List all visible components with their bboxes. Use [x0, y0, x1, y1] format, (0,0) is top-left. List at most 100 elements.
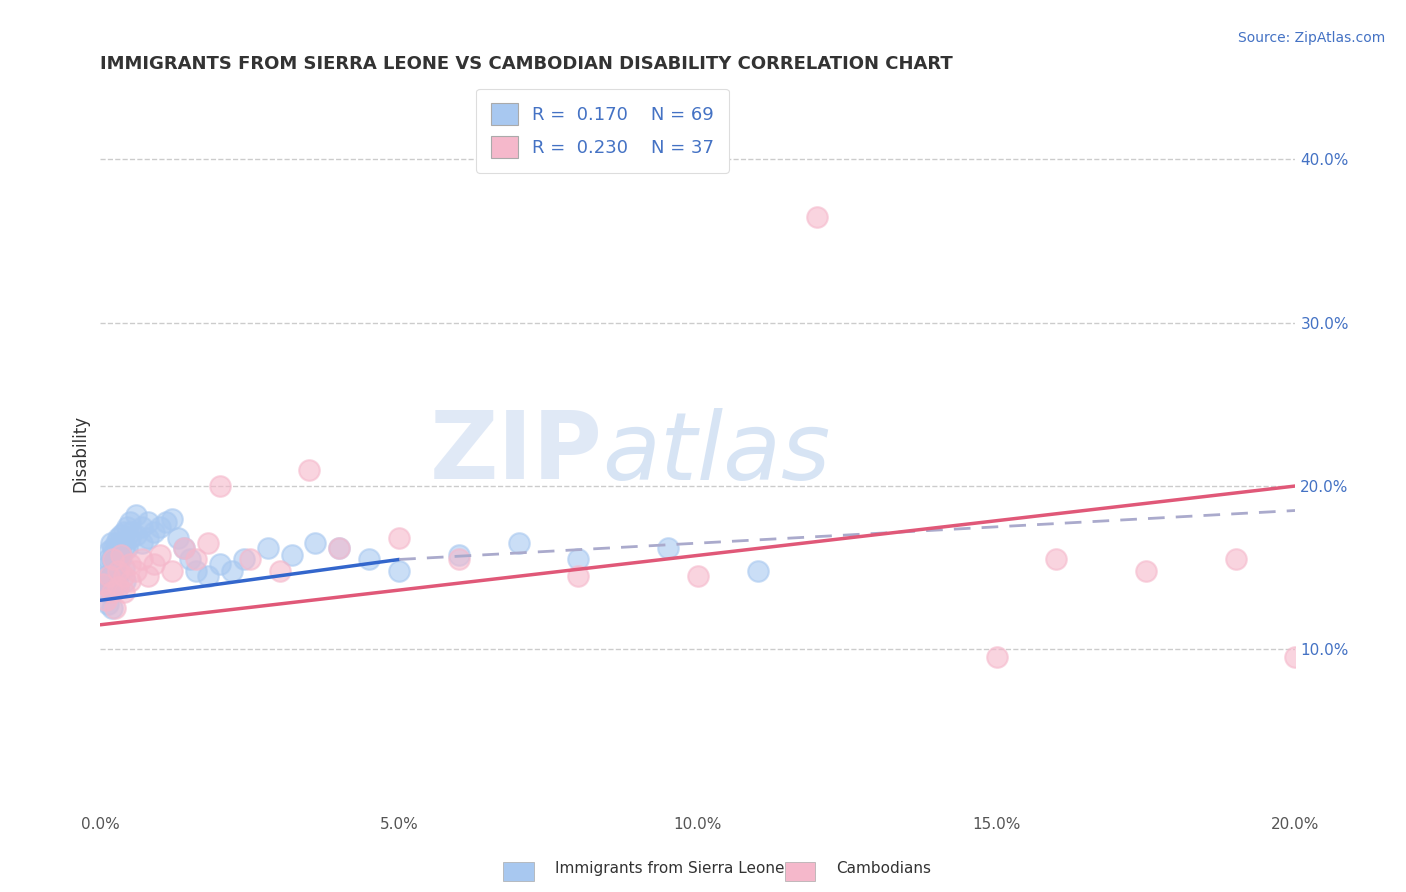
Point: [143, 524, 166, 539]
Point: [197, 569, 219, 583]
Point: [101, 601, 124, 615]
Text: Source: ZipAtlas.com: Source: ZipAtlas.com: [1237, 31, 1385, 45]
Point: [125, 564, 148, 578]
Point: [112, 524, 135, 539]
Point: [96, 552, 118, 566]
Point: [105, 536, 128, 550]
Point: [103, 541, 125, 555]
Point: [131, 520, 153, 534]
Point: [96, 585, 118, 599]
Point: [112, 569, 135, 583]
Point: [104, 601, 127, 615]
Point: [110, 548, 132, 562]
Text: Immigrants from Sierra Leone: Immigrants from Sierra Leone: [555, 861, 785, 876]
Point: [179, 552, 201, 566]
Point: [101, 585, 124, 599]
Point: [136, 569, 159, 583]
Point: [98, 574, 121, 588]
Point: [143, 558, 166, 572]
Point: [686, 569, 709, 583]
Point: [155, 515, 177, 529]
Point: [986, 650, 1008, 665]
Point: [160, 511, 183, 525]
Point: [131, 536, 153, 550]
Point: [167, 531, 190, 545]
Point: [136, 515, 159, 529]
Point: [120, 531, 142, 545]
Point: [108, 552, 131, 566]
Point: [101, 569, 124, 583]
Point: [298, 463, 321, 477]
Point: [98, 580, 121, 594]
Text: Cambodians: Cambodians: [837, 861, 932, 876]
Point: [1225, 552, 1247, 566]
Point: [328, 541, 350, 555]
Point: [388, 564, 411, 578]
Point: [96, 593, 118, 607]
Point: [115, 541, 138, 555]
Point: [806, 210, 828, 224]
Point: [108, 541, 131, 555]
Point: [120, 515, 142, 529]
Point: [136, 531, 159, 545]
Point: [104, 564, 127, 578]
Point: [208, 558, 231, 572]
Point: [120, 574, 142, 588]
Point: [101, 552, 124, 566]
Point: [160, 564, 183, 578]
Point: [197, 536, 219, 550]
Point: [120, 558, 142, 572]
Point: [149, 520, 172, 534]
Point: [747, 564, 769, 578]
Point: [256, 541, 278, 555]
Point: [328, 541, 350, 555]
Point: [359, 552, 381, 566]
Point: [96, 569, 118, 583]
Point: [112, 585, 135, 599]
Point: [103, 552, 125, 566]
Point: [567, 552, 589, 566]
Point: [98, 544, 121, 558]
Point: [114, 574, 136, 588]
Text: atlas: atlas: [602, 408, 831, 499]
Point: [221, 564, 243, 578]
Point: [508, 536, 530, 550]
Point: [91, 560, 114, 574]
Point: [184, 564, 207, 578]
Point: [107, 580, 129, 594]
Point: [104, 552, 127, 566]
Point: [98, 569, 121, 583]
Point: [107, 580, 129, 594]
Point: [100, 536, 122, 550]
Point: [184, 552, 207, 566]
Point: [112, 560, 135, 574]
Point: [269, 564, 291, 578]
Point: [125, 528, 148, 542]
Y-axis label: Disability: Disability: [72, 415, 89, 491]
Point: [112, 541, 135, 555]
Point: [304, 536, 326, 550]
Point: [110, 528, 132, 542]
Point: [120, 524, 142, 539]
Point: [447, 552, 470, 566]
Point: [107, 569, 129, 583]
Point: [97, 597, 120, 611]
Point: [107, 531, 129, 545]
Point: [657, 541, 679, 555]
Point: [107, 548, 129, 562]
Point: [131, 552, 153, 566]
Point: [101, 585, 124, 599]
Text: ZIP: ZIP: [429, 408, 602, 500]
Point: [125, 508, 148, 523]
Point: [173, 541, 195, 555]
Point: [104, 544, 127, 558]
Point: [1135, 564, 1157, 578]
Point: [103, 577, 125, 591]
Point: [110, 548, 132, 562]
Point: [149, 548, 172, 562]
Point: [115, 520, 138, 534]
Point: [1045, 552, 1067, 566]
Point: [232, 552, 254, 566]
Point: [388, 531, 411, 545]
Point: [91, 577, 114, 591]
